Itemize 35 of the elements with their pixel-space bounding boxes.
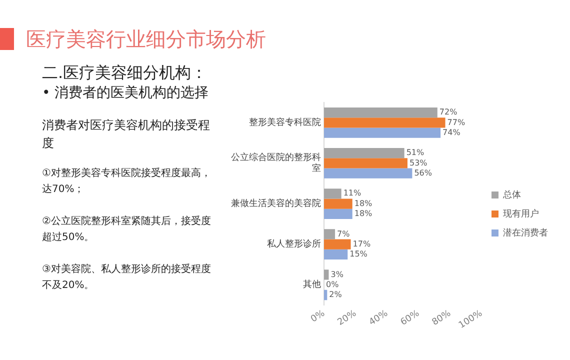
data-label: 53%: [409, 158, 428, 168]
text: ①对整形美容专科医院接受程度最高，达70%；: [42, 166, 212, 197]
text: ③对美容院、私人整形诊所的接受程度不及20%。: [42, 262, 212, 293]
y-tick-label: 兼做生活美容的美容院: [231, 198, 321, 210]
data-label: 18%: [354, 198, 373, 208]
data-label: 0%: [326, 280, 340, 289]
x-tick-label: 0%: [309, 308, 328, 325]
text: • 消费者的医美机构的选择: [42, 84, 210, 102]
data-label: 3%: [330, 270, 344, 279]
text: 医疗美容行业细分市场分析: [26, 26, 266, 53]
data-label: 17%: [352, 239, 371, 248]
data-label: 56%: [414, 168, 432, 178]
text: ②公立医院整形科室紧随其后，接受度超过50%。: [42, 214, 212, 245]
text: 消费者对医疗美容机构的接受程度: [42, 117, 211, 152]
legend-label: 现有用户: [503, 208, 539, 220]
y-tick-label: 整形美容专科医院: [249, 117, 321, 128]
data-label: 51%: [406, 148, 425, 158]
x-tick-label: 60%: [399, 308, 422, 328]
data-label: 15%: [350, 250, 368, 259]
data-label: 74%: [442, 128, 461, 137]
data-label: 7%: [337, 229, 350, 238]
y-tick-label: 其他: [303, 279, 321, 290]
legend-label: 总体: [502, 189, 521, 200]
y-tick-label: 私人整形诊所: [267, 238, 321, 250]
data-label: 2%: [329, 290, 342, 300]
data-label: 72%: [439, 108, 458, 117]
x-tick-label: 20%: [336, 308, 359, 328]
data-label: 11%: [343, 188, 362, 198]
legend-label: 潜在消费者: [503, 227, 548, 238]
y-tick-label: 公立综合医院的整形科室: [231, 152, 321, 174]
x-tick-label: 80%: [430, 308, 454, 328]
x-tick-label: 40%: [368, 308, 390, 328]
data-label: 18%: [354, 208, 373, 218]
data-label: 77%: [447, 118, 466, 127]
text: 二.医疗美容细分机构：: [42, 63, 208, 84]
